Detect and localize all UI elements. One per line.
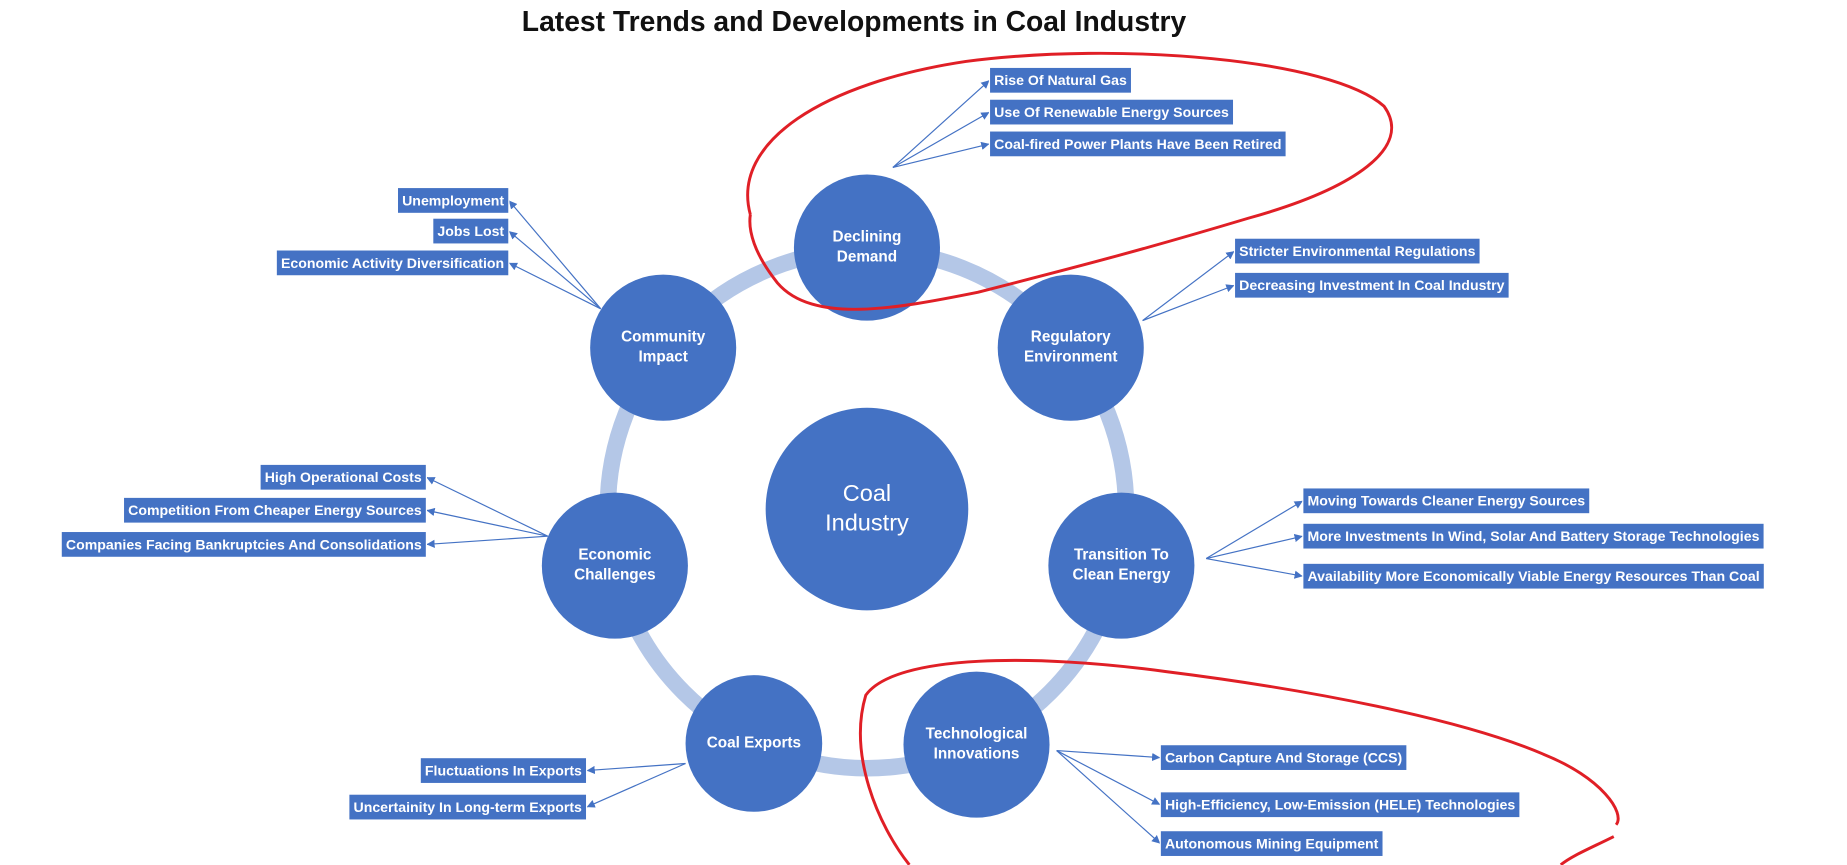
center-label: Coal Industry [825,480,909,535]
arrow [892,111,990,168]
item-box [348,793,588,821]
node-circle [1048,492,1195,639]
item-text: Use Of Renewable Energy Sources [994,104,1229,120]
highlight-circle [859,658,1620,865]
arrow [586,762,686,808]
arrow [1206,534,1303,560]
arrow [586,762,686,775]
node: Economic Challenges High Operational Costs… [60,463,688,639]
item-text: Competition From Cheaper Energy Sources [128,502,422,518]
center-node [765,407,969,611]
arrow [508,200,602,310]
node-circle [685,675,823,812]
links [426,79,1304,845]
item-box [1233,271,1510,299]
node-circle [541,492,688,639]
node-label: Environment [1024,349,1117,366]
item-box [1302,522,1765,550]
item-text: High Operational Costs [265,469,422,485]
node-label: Innovations [934,746,1020,763]
node: Coal Exports Fluctuations In Exports Uncer… [348,675,823,821]
item-box [988,66,1133,94]
item-text: Decreasing Investment In Coal Industry [1239,277,1504,293]
node-label: Impact [639,349,688,366]
arrow [892,79,990,168]
item-text: Uncertainity In Long-term Exports [354,799,583,815]
item-text: More Investments In Wind, Solar And Batt… [1308,528,1760,544]
node-circle [997,274,1144,421]
node-label: Declining [833,229,902,246]
item-box [275,249,510,277]
item-text: Unemployment [402,192,504,208]
item-text: Carbon Capture And Storage (CCS) [1165,750,1402,766]
node-label: Regulatory [1031,329,1111,346]
item-box [1302,562,1765,590]
node-label: Economic [578,547,652,564]
node: Transition To Clean Energy Moving Towards … [1048,487,1765,639]
arrow [426,507,548,537]
arrow [892,141,990,169]
node-label: Technological [926,726,1028,743]
item-text: Fluctuations In Exports [425,762,582,778]
item-box [1159,744,1408,772]
arrow [1142,250,1235,322]
item-text: Stricter Environmental Regulations [1239,243,1475,259]
item-text: Autonomous Mining Equipment [1165,836,1379,852]
arrow [1206,557,1303,579]
title: Latest Trends and Developments in Coal I… [522,5,1187,37]
highlight-circle [746,51,1394,311]
item-text: Economic Activity Diversification [281,255,504,271]
item-text: Jobs Lost [437,223,504,239]
node: Declining Demand Rise Of Natural Gas Use Of… [793,66,1287,321]
node-label: Challenges [574,567,656,584]
node-label: Transition To [1074,547,1169,564]
node: Community Impact Unemployment Jobs Lost Econ… [275,186,737,421]
item-box [432,217,510,245]
item-text: Coal-fired Power Plants Have Been Retire… [994,136,1281,152]
item-text: Moving Towards Cleaner Energy Sources [1308,493,1586,509]
center-label-line: Coal [843,480,891,506]
arrow [1056,749,1161,762]
item-box [988,130,1287,158]
node-circle [590,274,737,421]
arrow [1056,750,1161,845]
item-box [1233,237,1481,265]
node-label: Demand [837,249,897,266]
node: Technological Innovations Carbon Capture A… [903,671,1521,858]
node-label: Coal Exports [707,735,801,752]
item-box [60,530,428,558]
node-circle [793,174,940,321]
item-text: Rise Of Natural Gas [994,72,1127,88]
item-box [396,186,510,214]
item-box [259,463,428,491]
item-box [1302,487,1591,515]
item-box [1159,791,1521,819]
node-label: Clean Energy [1073,567,1171,584]
arrow [508,230,602,310]
nodes: Coal Industry Declining Demand Rise Of Natur… [60,66,1765,858]
arrow [1205,500,1304,560]
item-box [419,757,588,785]
item-text: Companies Facing Bankruptcies And Consol… [66,536,422,552]
item-text: High-Efficiency, Low-Emission (HELE) Tec… [1165,797,1515,813]
item-text: Availability More Economically Viable En… [1308,568,1760,584]
arrow [508,262,602,310]
node: Regulatory Environment Stricter Environmen… [997,237,1510,421]
item-box [122,496,428,524]
node-label: Community [621,329,706,346]
arrow [1056,750,1161,806]
item-box [1159,830,1384,858]
item-box [988,98,1235,126]
center-label-line: Industry [825,510,909,536]
node-circle [903,671,1050,818]
arrow [426,476,548,537]
arrow [426,535,548,548]
arrow [1142,284,1235,322]
